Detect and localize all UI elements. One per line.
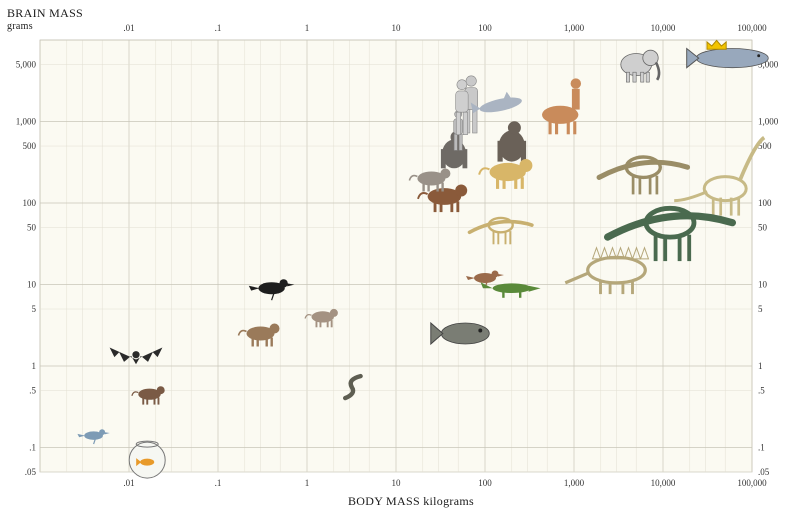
y-tick-label-right: 50 xyxy=(758,223,768,233)
crow-icon xyxy=(248,279,295,301)
x-axis-label: BODY MASS kilograms xyxy=(348,494,474,508)
y-tick-label-right: 1 xyxy=(758,361,763,371)
x-tick-label-bottom: 1 xyxy=(305,478,310,488)
y-tick-label-left: .5 xyxy=(29,386,36,396)
x-tick-label-top: 100 xyxy=(478,23,492,33)
x-tick-label-bottom: 10,000 xyxy=(651,478,676,488)
bat-icon xyxy=(109,347,163,365)
y-tick-label-left: 1 xyxy=(32,361,37,371)
y-tick-label-right: 1,000 xyxy=(758,116,779,126)
dolphin-icon xyxy=(470,91,522,114)
y-tick-label-left: 500 xyxy=(23,141,37,151)
x-tick-label-bottom: 100,000 xyxy=(737,478,767,488)
x-tick-label-bottom: 1,000 xyxy=(564,478,585,488)
y-tick-label-right: 500 xyxy=(758,141,772,151)
wolf-icon xyxy=(417,184,468,213)
diplodocus-icon xyxy=(604,205,736,262)
y-tick-label-right: .05 xyxy=(758,467,770,477)
x-tick-label-top: 1 xyxy=(305,23,310,33)
rat-icon xyxy=(237,323,280,347)
x-tick-label-bottom: 100 xyxy=(478,478,492,488)
x-tick-label-top: 10,000 xyxy=(651,23,676,33)
y-tick-label-right: .1 xyxy=(758,442,765,452)
y-tick-label-left: 5,000 xyxy=(16,60,37,70)
y-tick-label-right: 5 xyxy=(758,304,763,314)
y-tick-label-left: 10 xyxy=(27,279,37,289)
eel-icon xyxy=(343,373,363,401)
hummingbird-icon xyxy=(77,429,110,445)
coelacanth-icon xyxy=(430,321,490,346)
brachiosaurus-icon xyxy=(674,136,766,216)
x-tick-label-top: 1,000 xyxy=(564,23,585,33)
y-tick-label-left: 100 xyxy=(23,198,37,208)
blue-whale-icon xyxy=(686,47,769,69)
chart-title: BRAIN MASS xyxy=(7,6,84,20)
y-tick-label-left: 1,000 xyxy=(16,116,37,126)
x-tick-label-top: .01 xyxy=(123,23,134,33)
opossum-icon xyxy=(304,308,338,328)
tyrannosaurus-icon xyxy=(596,155,691,195)
x-tick-label-bottom: .1 xyxy=(215,478,222,488)
stegosaurus-icon xyxy=(564,246,650,295)
lion-icon xyxy=(478,159,533,189)
x-tick-label-bottom: 10 xyxy=(392,478,402,488)
y-tick-label-right: 100 xyxy=(758,198,772,208)
x-tick-label-top: 100,000 xyxy=(737,23,767,33)
human-woman-icon xyxy=(455,79,469,135)
y-tick-label-left: .1 xyxy=(29,442,36,452)
mole-icon xyxy=(131,386,165,405)
y-tick-label-left: 5 xyxy=(32,304,37,314)
centaur-icon xyxy=(542,78,581,135)
crocodile-icon xyxy=(480,282,541,298)
y-axis-unit-label: grams xyxy=(7,21,33,32)
archaeopteryx-icon xyxy=(467,216,534,245)
x-tick-label-bottom: .01 xyxy=(123,478,134,488)
y-tick-label-right: .5 xyxy=(758,386,765,396)
x-tick-label-top: 10 xyxy=(392,23,402,33)
y-tick-label-left: 50 xyxy=(27,223,37,233)
gorilla-icon xyxy=(497,121,527,162)
elephant-icon xyxy=(620,49,661,83)
x-tick-label-top: .1 xyxy=(215,23,222,33)
y-tick-label-right: 10 xyxy=(758,279,768,289)
goldfish-bowl-icon xyxy=(128,440,166,479)
crown-icon xyxy=(706,39,727,50)
y-tick-label-left: .05 xyxy=(25,467,37,477)
y-tick-label-right: 5,000 xyxy=(758,60,779,70)
baboon-icon xyxy=(408,168,451,192)
